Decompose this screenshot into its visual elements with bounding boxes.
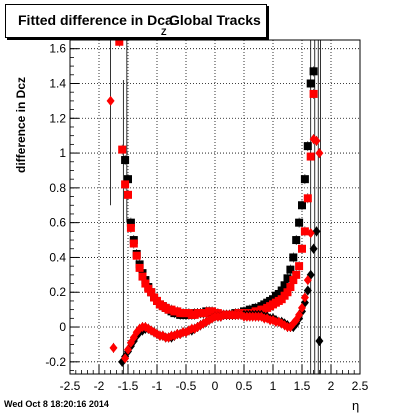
x-tick-label: -1.5 bbox=[118, 379, 139, 393]
diamond-point bbox=[312, 226, 321, 237]
y-axis-label: difference in Dcz bbox=[14, 76, 28, 174]
square-point bbox=[286, 283, 295, 292]
square-point bbox=[309, 67, 318, 76]
diamond-point bbox=[300, 292, 309, 303]
x-tick-label: 1.5 bbox=[294, 379, 311, 393]
square-point bbox=[300, 227, 309, 236]
title-suffix: Global Tracks bbox=[169, 12, 261, 28]
square-point bbox=[303, 142, 312, 151]
diamond-point bbox=[315, 335, 324, 346]
diamond-point bbox=[109, 342, 118, 353]
square-point bbox=[126, 218, 135, 227]
square-point bbox=[295, 218, 304, 227]
x-tick-label: -2.5 bbox=[60, 379, 81, 393]
y-tick-label: 1 bbox=[59, 146, 66, 160]
x-tick-label: 0 bbox=[212, 379, 219, 393]
x-axis-label: η bbox=[352, 398, 360, 413]
square-point bbox=[303, 194, 312, 203]
square-point bbox=[300, 175, 309, 184]
diamond-point bbox=[106, 95, 115, 106]
square-point bbox=[283, 274, 292, 283]
square-point bbox=[135, 263, 144, 272]
square-point bbox=[132, 251, 141, 260]
x-tick-label: 1 bbox=[270, 379, 277, 393]
square-point bbox=[126, 223, 135, 232]
y-tick-label: 1.4 bbox=[49, 76, 66, 90]
square-point bbox=[289, 253, 298, 262]
diamond-point bbox=[295, 309, 304, 320]
diamond-point bbox=[298, 302, 306, 313]
diamond-point bbox=[124, 344, 132, 355]
square-point bbox=[118, 145, 127, 154]
x-tick-label: 2.5 bbox=[352, 379, 369, 393]
square-point bbox=[124, 190, 132, 199]
square-point bbox=[309, 89, 318, 98]
square-point bbox=[283, 288, 292, 297]
axis-ticks bbox=[69, 48, 361, 374]
x-tick-label: 0.5 bbox=[236, 379, 253, 393]
diamond-point bbox=[121, 353, 130, 364]
x-tick-label: -2 bbox=[94, 379, 105, 393]
y-tick-label: 0 bbox=[59, 320, 66, 334]
square-point bbox=[280, 281, 289, 290]
y-tick-label: -0.2 bbox=[45, 355, 66, 369]
square-point bbox=[124, 175, 132, 184]
square-point bbox=[298, 244, 306, 253]
diamond-point bbox=[315, 148, 324, 159]
square-point bbox=[292, 236, 301, 245]
y-tick-label: 0.4 bbox=[49, 250, 66, 264]
square-point bbox=[121, 156, 130, 165]
square-point bbox=[286, 265, 295, 274]
y-tick-label: 1.6 bbox=[49, 42, 66, 56]
data-points bbox=[106, 37, 324, 367]
timestamp-footer: Wed Oct 8 18:20:16 2014 bbox=[4, 399, 109, 409]
y-tick-label: 0.6 bbox=[49, 216, 66, 230]
diamond-point bbox=[312, 135, 321, 146]
square-point bbox=[138, 272, 147, 281]
square-point bbox=[147, 288, 156, 297]
square-point bbox=[306, 79, 315, 88]
x-tick-label: -0.5 bbox=[176, 379, 197, 393]
x-tick-label: -1 bbox=[152, 379, 163, 393]
diamond-point bbox=[309, 243, 318, 254]
square-point bbox=[289, 276, 298, 285]
square-point bbox=[129, 239, 138, 248]
square-point bbox=[121, 180, 130, 189]
diamond-point bbox=[303, 285, 312, 296]
diamond-point bbox=[303, 275, 312, 286]
square-point bbox=[306, 152, 315, 161]
square-point bbox=[277, 286, 286, 295]
y-tick-label: 1.2 bbox=[49, 111, 66, 125]
square-point bbox=[141, 279, 150, 288]
square-point bbox=[298, 201, 306, 210]
square-point bbox=[295, 262, 304, 271]
square-point bbox=[292, 270, 301, 279]
square-point bbox=[115, 37, 124, 46]
title-subscript: Z bbox=[161, 27, 167, 37]
diamond-point bbox=[306, 228, 315, 239]
title-box: Fitted difference in Dca Z Global Tracks bbox=[5, 4, 267, 38]
y-tick-label: 0.2 bbox=[49, 285, 66, 299]
tick-labels: -2.5 -2 -1.5 -1 -0.5 0 0.5 1 1.5 2 2.5 -0.2 0 0.2 0.4 0… bbox=[45, 42, 368, 393]
x-tick-label: 2 bbox=[328, 379, 335, 393]
title-main: Fitted difference in Dca bbox=[18, 12, 173, 28]
y-tick-label: 0.8 bbox=[49, 181, 66, 195]
